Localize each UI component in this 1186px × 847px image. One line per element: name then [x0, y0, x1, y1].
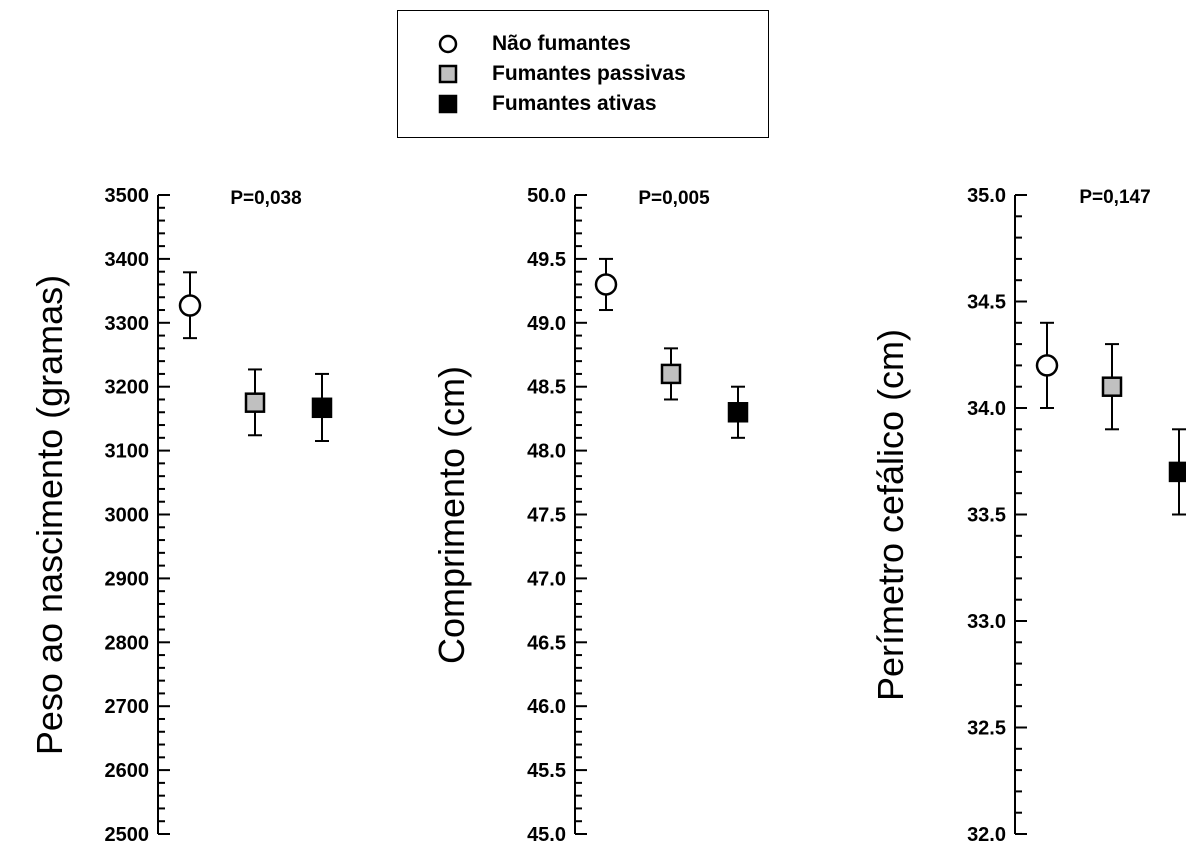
data-point-square — [660, 363, 682, 385]
black-square-marker-icon — [438, 94, 458, 114]
y-tick-label: 33.0 — [967, 611, 1006, 633]
y-tick-label: 34.5 — [967, 292, 1006, 314]
data-point-square — [1101, 376, 1123, 397]
legend-label: Fumantes passivas — [492, 62, 686, 85]
y-tick-label: 32.0 — [967, 824, 1006, 846]
y-tick-label: 49.5 — [527, 249, 566, 271]
y-tick-label: 45.5 — [527, 760, 566, 782]
y-tick-label: 50.0 — [527, 185, 566, 207]
legend: Não fumantes Fumantes passivas Fumantes … — [397, 10, 769, 138]
y-tick-label: 34.0 — [967, 398, 1006, 420]
y-tick-label: 3200 — [105, 377, 150, 399]
legend-label: Não fumantes — [492, 32, 631, 55]
y-tick-label: 2600 — [105, 760, 150, 782]
p-value-annotation: P=0,038 — [230, 188, 301, 209]
data-point-square — [1168, 461, 1186, 483]
data-point-circle — [178, 294, 202, 317]
y-tick-label: 3000 — [105, 505, 150, 527]
data-point-square — [727, 402, 749, 423]
y-tick-label: 2700 — [105, 696, 150, 718]
chart-panel-2: 45.0 45.5 46.0 46.5 47.0 47.5 48.0 48.5 49.0 49.5… — [431, 185, 749, 846]
y-tick-label: 49.0 — [527, 313, 566, 335]
y-tick-label: 32.5 — [967, 718, 1006, 740]
y-axis-label: Comprimento (cm) — [431, 366, 472, 664]
y-axis-label: Perímetro cefálico (cm) — [870, 329, 911, 701]
y-tick-label: 33.5 — [967, 505, 1006, 527]
legend-item-nao-fumantes: Não fumantes — [438, 29, 631, 59]
y-tick-label: 3400 — [105, 249, 150, 271]
p-value-annotation: P=0,005 — [638, 188, 710, 209]
data-point-circle — [594, 273, 618, 296]
chart-panel-3: 32.0 32.5 33.0 33.5 34.0 34.5 35.0 Perímetro ce… — [870, 185, 1186, 846]
y-tick-label: 45.0 — [527, 824, 566, 846]
gray-square-marker-icon — [438, 64, 458, 84]
y-tick-label: 46.0 — [527, 696, 566, 718]
y-tick-label: 48.5 — [527, 377, 566, 399]
y-tick-label: 2900 — [105, 568, 150, 590]
y-tick-label: 2800 — [105, 632, 150, 654]
y-tick-label: 47.0 — [527, 568, 566, 590]
data-point-circle — [1035, 354, 1059, 377]
y-tick-label: 3100 — [105, 441, 150, 463]
legend-item-fumantes-passivas: Fumantes passivas — [438, 59, 686, 89]
y-tick-label: 35.0 — [967, 185, 1006, 207]
y-tick-label: 3500 — [105, 185, 150, 207]
y-tick-label: 3300 — [105, 313, 150, 335]
y-tick-label: 46.5 — [527, 632, 566, 654]
y-tick-label: 47.5 — [527, 505, 566, 527]
y-tick-label: 48.0 — [527, 441, 566, 463]
circle-marker-icon — [438, 34, 458, 54]
data-point-square — [244, 392, 266, 413]
legend-label: Fumantes ativas — [492, 92, 657, 115]
y-tick-label: 2500 — [105, 824, 150, 846]
data-point-square — [311, 397, 333, 419]
p-value-annotation: P=0,147 — [1079, 187, 1150, 208]
chart-panel-1: 2500 2600 2700 2800 2900 3000 3100 3200 3300 3400… — [29, 185, 333, 846]
y-axis-label: Peso ao nascimento (gramas) — [29, 275, 70, 755]
legend-item-fumantes-ativas: Fumantes ativas — [438, 89, 657, 119]
